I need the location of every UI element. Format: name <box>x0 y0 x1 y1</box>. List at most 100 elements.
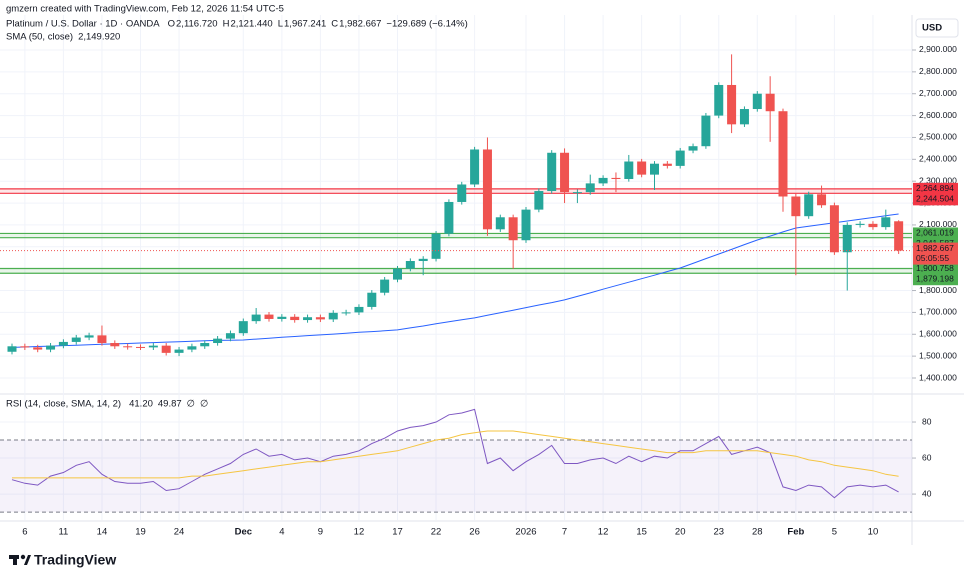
chart-title: Platinum / U.S. Dollar · 1D · OANDA <box>6 19 160 30</box>
price-label-box <box>913 273 958 286</box>
candle-body <box>560 152 570 193</box>
candle-body <box>701 115 711 147</box>
candle-body <box>46 345 56 350</box>
candle-body <box>123 346 133 348</box>
price-label: 1,900.758 <box>916 263 954 273</box>
x-tick-label: 2026 <box>515 527 536 538</box>
price-label-box <box>913 182 958 195</box>
last-price-box <box>913 242 958 265</box>
y-tick-label: 2,600.000 <box>919 110 957 120</box>
price-label-box <box>913 193 958 206</box>
y-tick-label: 2,900.000 <box>919 44 957 54</box>
y-tick-label: 2,800.000 <box>919 66 957 76</box>
candle-body <box>637 161 647 175</box>
candle-body <box>534 191 544 210</box>
candle-body <box>778 111 788 197</box>
logo-dot[interactable] <box>20 554 26 560</box>
candle-body <box>688 146 698 151</box>
attribution: gmzern created with TradingView.com, Feb… <box>6 4 284 15</box>
candle-body <box>521 209 531 241</box>
candle-body <box>739 109 749 125</box>
y-tick-label: 2,400.000 <box>919 154 957 164</box>
x-tick-label: 6 <box>22 527 27 538</box>
candle-body <box>174 349 184 353</box>
candle-body <box>868 223 878 228</box>
candle-body <box>495 217 505 230</box>
brand[interactable]: TradingView <box>34 552 116 568</box>
y-tick-label: 2,300.000 <box>919 175 957 185</box>
price-label-box <box>913 262 958 275</box>
x-tick-label: 28 <box>752 527 763 538</box>
candle-body <box>470 149 480 185</box>
candle-body <box>650 163 659 175</box>
indicator-value: 49.87 <box>158 399 182 410</box>
candle-body <box>84 335 94 338</box>
indicator-value: 41.20 <box>129 399 153 410</box>
x-tick-label: Feb <box>787 527 804 538</box>
y-tick-label: 1,700.000 <box>919 307 957 317</box>
price-label-box <box>913 227 958 240</box>
candle-body <box>20 346 30 348</box>
indicator-title: SMA (50, close) <box>6 32 73 43</box>
candle-body <box>611 177 621 180</box>
currency-box[interactable] <box>915 18 959 38</box>
price-label: 2,264.894 <box>916 183 954 193</box>
x-tick-label: 7 <box>562 527 567 538</box>
candle-body <box>148 345 158 348</box>
candle-body <box>881 217 891 228</box>
candle-body <box>405 261 415 269</box>
candle-body <box>675 150 685 166</box>
candle-body <box>894 221 904 251</box>
indicator-title: RSI (14, close, SMA, 14, 2) <box>6 399 121 410</box>
x-tick-label: 26 <box>469 527 480 538</box>
candle-body <box>727 84 737 125</box>
indicator-value: ∅ <box>200 399 208 410</box>
candle-body <box>328 312 338 320</box>
price-label: 1,879.198 <box>916 273 954 283</box>
y-tick-label: 2,700.000 <box>919 88 957 98</box>
price-label: 2,244.504 <box>916 194 954 204</box>
ohlc-key: L <box>278 19 283 30</box>
x-tick-label: 12 <box>354 527 365 538</box>
x-tick-label: 22 <box>431 527 442 538</box>
y-tick-label: 40 <box>922 488 932 498</box>
candle-body <box>482 149 492 230</box>
zone <box>0 188 912 194</box>
candle-body <box>817 194 827 206</box>
y-tick-label: 1,600.000 <box>919 329 957 339</box>
candle-body <box>367 292 377 307</box>
x-tick-label: Dec <box>235 527 252 538</box>
currency[interactable]: USD <box>922 23 942 34</box>
rsi-line <box>11 408 899 499</box>
y-tick-label: 1,400.000 <box>919 372 957 382</box>
candle-body <box>418 258 428 262</box>
candle-body <box>354 306 364 313</box>
logo-slash[interactable] <box>24 555 31 565</box>
candle-body <box>187 346 197 350</box>
candle-body <box>585 183 595 193</box>
candle-body <box>752 93 762 110</box>
y-tick-label: 2,100.000 <box>919 219 957 229</box>
candle-body <box>444 201 454 234</box>
grid <box>0 15 912 520</box>
x-tick-label: 4 <box>279 527 284 538</box>
candle-body <box>290 316 300 321</box>
ohlc-key: C <box>331 19 338 30</box>
change: −129.689 (−6.14%) <box>386 19 467 30</box>
logo-stem[interactable] <box>13 555 17 565</box>
ohlc-key: H <box>223 19 230 30</box>
indicator-value: ∅ <box>187 399 195 410</box>
brand-logo[interactable] <box>9 554 31 565</box>
candle-body <box>200 343 210 347</box>
ohlc-value: 2,116.720 <box>176 19 218 30</box>
rsi-band <box>0 440 912 513</box>
ohlc-value: 1,982.667 <box>339 19 381 30</box>
candle-body <box>624 161 634 180</box>
x-tick-label: 23 <box>713 527 724 538</box>
zone <box>0 268 912 274</box>
x-tick-label: 12 <box>598 527 609 538</box>
x-tick-label: 9 <box>318 527 323 538</box>
ohlc-value: 1,967.241 <box>284 19 326 30</box>
